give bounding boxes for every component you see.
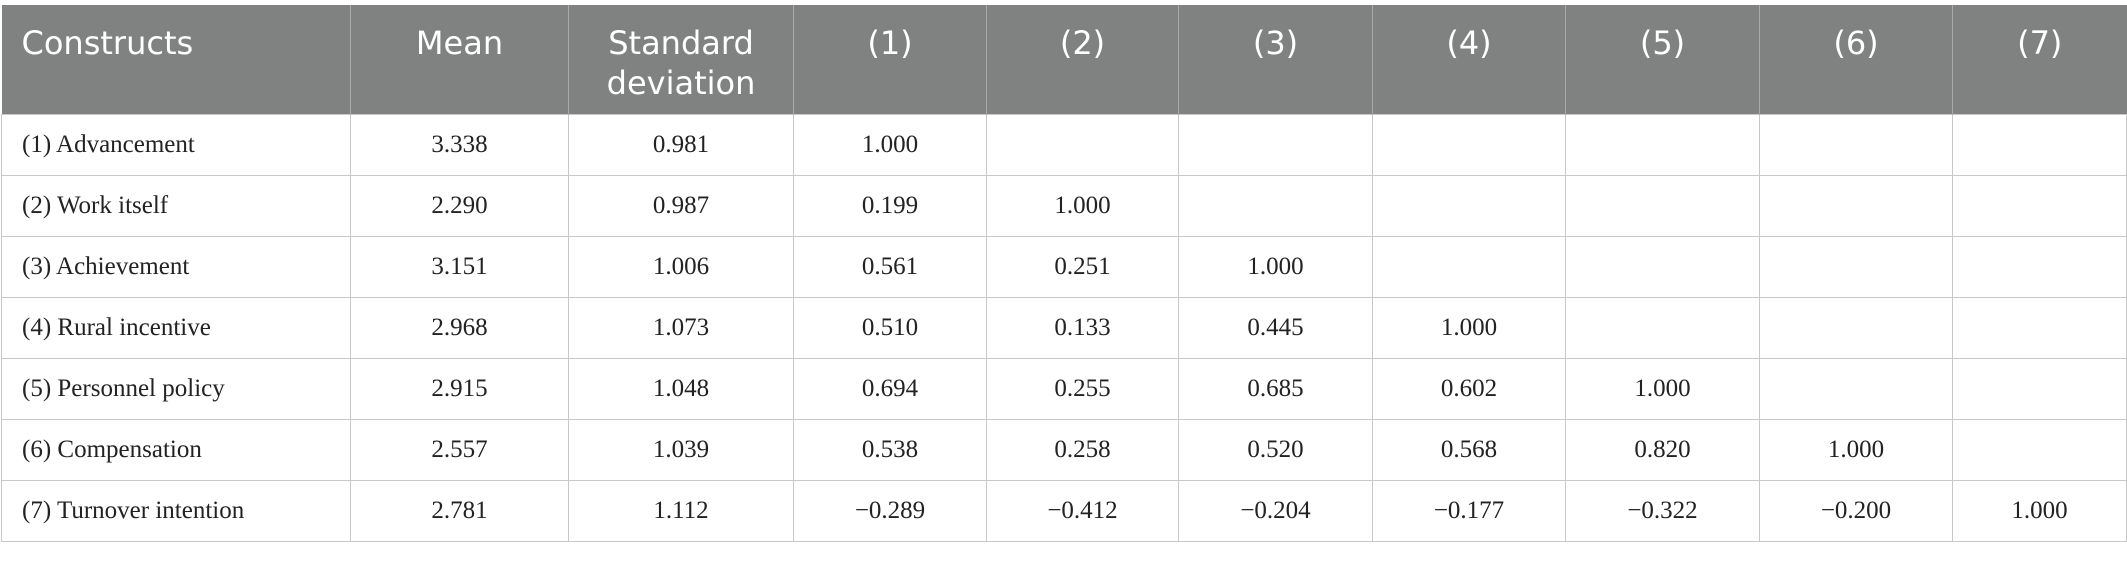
cell: 0.255 — [986, 357, 1179, 420]
row-label: (4) Rural incentive — [1, 296, 351, 359]
empty-cell — [1178, 113, 1373, 176]
cell: 1.000 — [1372, 296, 1566, 359]
cell: 0.199 — [793, 174, 987, 237]
cell: 1.039 — [568, 418, 794, 481]
cell: 1.000 — [1952, 479, 2127, 542]
table-row: (6) Compensation 2.557 1.039 0.538 0.258 0.52… — [1, 418, 2127, 481]
header-cell: Mean — [350, 5, 569, 114]
cell: 3.151 — [350, 235, 569, 298]
cell: 1.000 — [793, 113, 987, 176]
header-cell: (6) — [1759, 5, 1953, 114]
table-row: (4) Rural incentive 2.968 1.073 0.510 0.133 0… — [1, 296, 2127, 359]
cell: 2.968 — [350, 296, 569, 359]
cell: −0.322 — [1565, 479, 1760, 542]
cell: −0.177 — [1372, 479, 1566, 542]
cell: 2.557 — [350, 418, 569, 481]
cell: 3.338 — [350, 113, 569, 176]
cell: 1.000 — [1759, 418, 1953, 481]
cell: 0.510 — [793, 296, 987, 359]
cell: −0.289 — [793, 479, 987, 542]
cell: 1.000 — [986, 174, 1179, 237]
cell: −0.412 — [986, 479, 1179, 542]
empty-cell — [1565, 174, 1760, 237]
empty-cell — [1372, 235, 1566, 298]
row-label: (3) Achievement — [1, 235, 351, 298]
cell: 2.915 — [350, 357, 569, 420]
row-label: (7) Turnover intention — [1, 479, 351, 542]
empty-cell — [1759, 235, 1953, 298]
row-label: (5) Personnel policy — [1, 357, 351, 420]
cell: 2.290 — [350, 174, 569, 237]
header-cell: (1) — [793, 5, 987, 114]
table-row: (5) Personnel policy 2.915 1.048 0.694 0.255… — [1, 357, 2127, 420]
table-row: (3) Achievement 3.151 1.006 0.561 0.251 1.000 — [1, 235, 2127, 298]
header-cell: (2) — [986, 5, 1179, 114]
empty-cell — [1759, 113, 1953, 176]
empty-cell — [1759, 174, 1953, 237]
empty-cell — [1759, 357, 1953, 420]
cell: −0.200 — [1759, 479, 1953, 542]
cell: 0.820 — [1565, 418, 1760, 481]
empty-cell — [986, 113, 1179, 176]
cell: 1.000 — [1178, 235, 1373, 298]
empty-cell — [1372, 174, 1566, 237]
empty-cell — [1952, 174, 2127, 237]
cell: 0.981 — [568, 113, 794, 176]
cell: 0.987 — [568, 174, 794, 237]
header-cell: (5) — [1565, 5, 1760, 114]
cell: 0.602 — [1372, 357, 1566, 420]
cell: 1.112 — [568, 479, 794, 542]
empty-cell — [1565, 113, 1760, 176]
cell: 0.568 — [1372, 418, 1566, 481]
cell: 0.251 — [986, 235, 1179, 298]
empty-cell — [1952, 113, 2127, 176]
empty-cell — [1565, 235, 1760, 298]
cell: 0.561 — [793, 235, 987, 298]
cell: 1.048 — [568, 357, 794, 420]
empty-cell — [1952, 418, 2127, 481]
page: Constructs Mean Standard deviation (1) (2) (3… — [0, 5, 2127, 563]
table-row: (7) Turnover intention 2.781 1.112 −0.289 −0… — [1, 479, 2127, 542]
empty-cell — [1759, 296, 1953, 359]
correlation-table: Constructs Mean Standard deviation (1) (2) (3… — [1, 5, 2127, 542]
empty-cell — [1952, 296, 2127, 359]
row-label: (6) Compensation — [1, 418, 351, 481]
cell: 1.006 — [568, 235, 794, 298]
table-row: (2) Work itself 2.290 0.987 0.199 1.000 — [1, 174, 2127, 237]
table-body: (1) Advancement 3.338 0.981 1.000 (2) Work i… — [1, 113, 2127, 542]
cell: 0.685 — [1178, 357, 1373, 420]
header-cell: (7) — [1952, 5, 2127, 114]
row-label: (2) Work itself — [1, 174, 351, 237]
header-row: Constructs Mean Standard deviation (1) (2) (3… — [1, 5, 2127, 114]
cell: 0.694 — [793, 357, 987, 420]
cell: 2.781 — [350, 479, 569, 542]
cell: 0.520 — [1178, 418, 1373, 481]
empty-cell — [1372, 113, 1566, 176]
cell: 1.000 — [1565, 357, 1760, 420]
header-cell: (4) — [1372, 5, 1566, 114]
cell: 1.073 — [568, 296, 794, 359]
empty-cell — [1952, 235, 2127, 298]
header-cell: (3) — [1178, 5, 1373, 114]
cell: 0.258 — [986, 418, 1179, 481]
empty-cell — [1178, 174, 1373, 237]
header-cell: Constructs — [1, 5, 351, 114]
cell: −0.204 — [1178, 479, 1373, 542]
row-label: (1) Advancement — [1, 113, 351, 176]
cell: 0.538 — [793, 418, 987, 481]
empty-cell — [1565, 296, 1760, 359]
empty-cell — [1952, 357, 2127, 420]
header-cell: Standard deviation — [568, 5, 794, 114]
table-row: (1) Advancement 3.338 0.981 1.000 — [1, 113, 2127, 176]
cell: 0.133 — [986, 296, 1179, 359]
cell: 0.445 — [1178, 296, 1373, 359]
